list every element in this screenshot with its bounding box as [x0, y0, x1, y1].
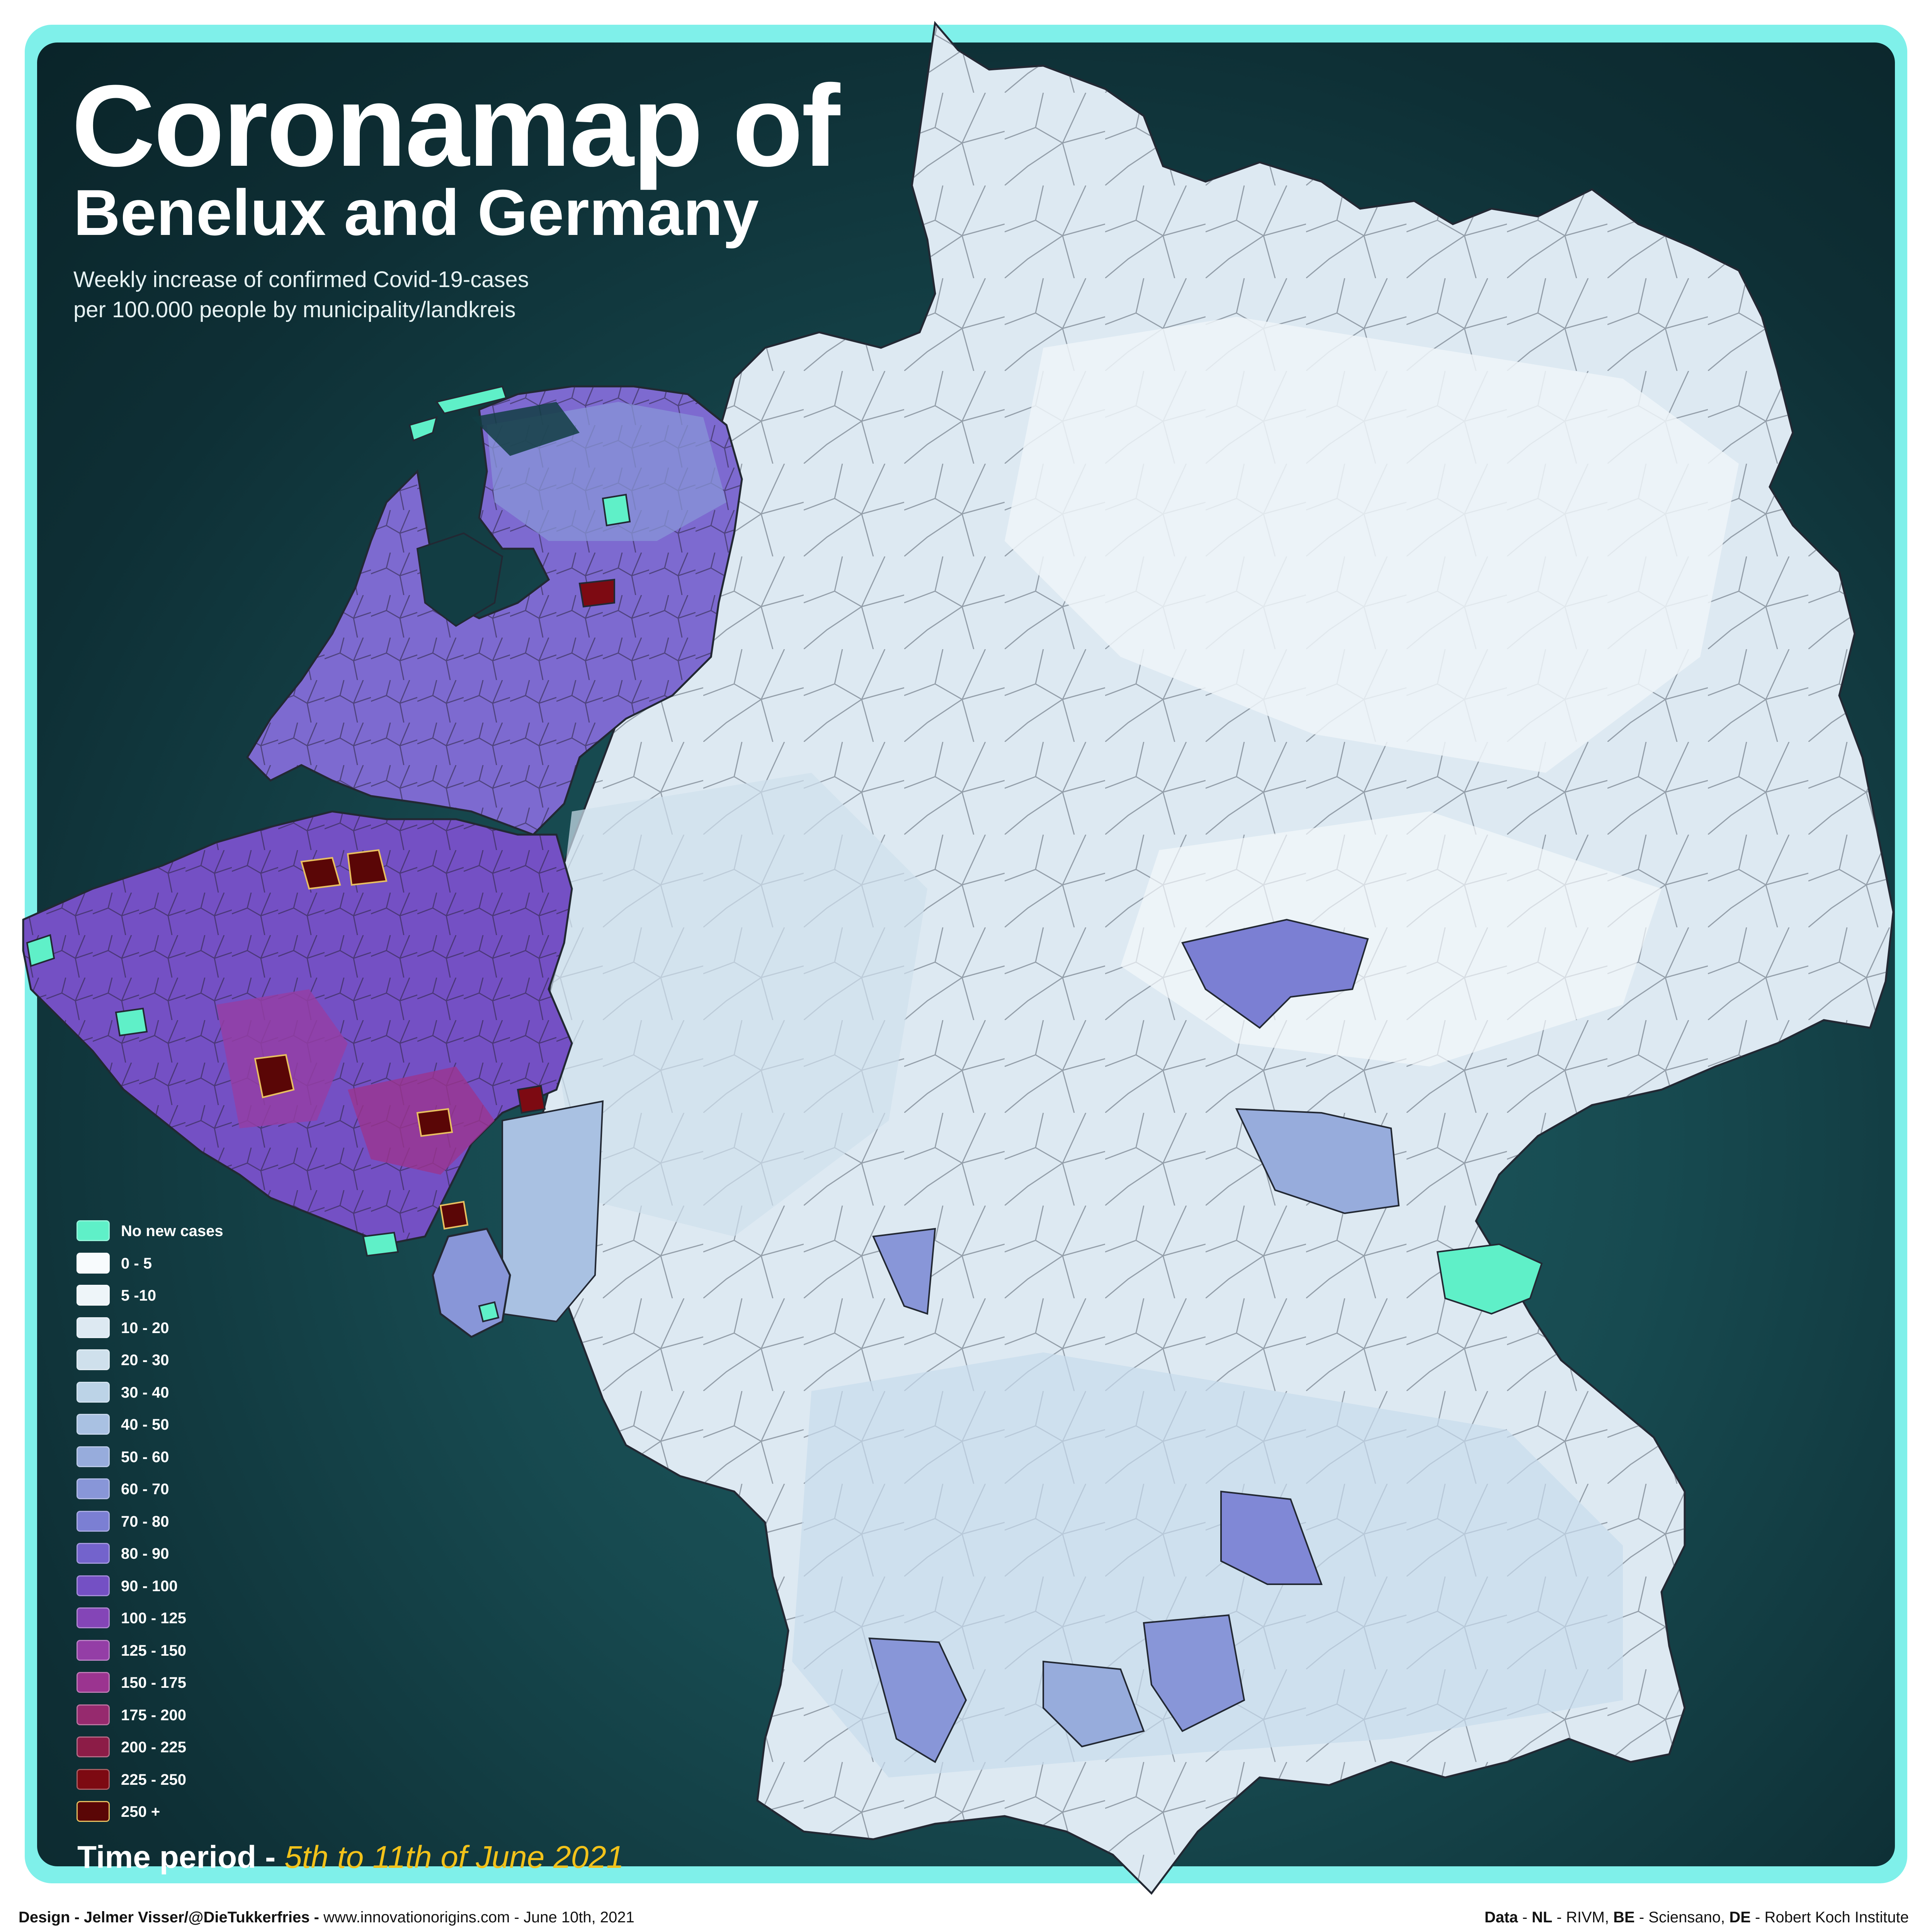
legend-label: No new cases: [121, 1223, 223, 1240]
legend-swatch: [77, 1510, 110, 1532]
legend-swatch: [77, 1639, 110, 1661]
no-cases-texel: [435, 385, 507, 415]
legend-swatch: [77, 1607, 110, 1628]
legend-swatch: [77, 1349, 110, 1370]
data-sep: -: [1518, 1909, 1532, 1926]
source-de: - Robert Koch Institute: [1750, 1909, 1909, 1926]
germany-west-zone: [549, 773, 927, 1236]
legend-label: 200 - 225: [121, 1739, 187, 1756]
legend-label: 40 - 50: [121, 1416, 169, 1433]
legend-label: 30 - 40: [121, 1384, 169, 1401]
time-period-dates: 5th to 11th of June 2021: [284, 1840, 624, 1875]
time-period-label: Time period -: [77, 1840, 276, 1875]
legend-label: 20 - 30: [121, 1352, 169, 1369]
source-de-label: DE: [1729, 1909, 1751, 1926]
legend-label: 90 - 100: [121, 1577, 178, 1595]
no-cases-south: [478, 1301, 500, 1323]
legend-label: 70 - 80: [121, 1513, 169, 1530]
no-cases-friesland: [602, 493, 631, 527]
data-sources: Data - NL - RIVM, BE - Sciensano, DE - R…: [1485, 1909, 1909, 1926]
legend-label: 0 - 5: [121, 1255, 152, 1272]
germany-south-zone: [792, 1352, 1623, 1777]
kreis-saxony-blue: [1235, 1108, 1400, 1214]
legend-swatch: [77, 1736, 110, 1757]
design-credit-rest: www.innovationorigins.com - June 10th, 2…: [323, 1909, 634, 1926]
legend-label: 10 - 20: [121, 1319, 169, 1337]
legend-label: 125 - 150: [121, 1642, 187, 1659]
legend-label: 225 - 250: [121, 1771, 187, 1788]
data-label: Data: [1484, 1909, 1518, 1926]
hotspot-antwerp-2: [347, 849, 388, 886]
legend-swatch: [77, 1317, 110, 1338]
source-nl: - RIVM,: [1552, 1909, 1614, 1926]
legend-swatch: [77, 1672, 110, 1693]
kreis-no-cases-bavaria: [1436, 1243, 1543, 1315]
luxembourg-region: [432, 1228, 511, 1338]
kreis-thuringia: [1181, 918, 1369, 1029]
hotspot-hainaut: [254, 1054, 295, 1099]
legend-label: 250 +: [121, 1803, 160, 1820]
hotspot-namur: [416, 1108, 453, 1137]
kreis-bw-2: [1043, 1660, 1145, 1748]
ijsselmeer-water: [416, 532, 503, 627]
hotspot-luxembourg-prov: [439, 1201, 469, 1230]
legend-swatch: [77, 1769, 110, 1790]
hotspot-liege: [517, 1085, 546, 1114]
design-credit: Design - Jelmer Visser/@DieTukkerfries -…: [19, 1909, 634, 1926]
legend-label: 50 - 60: [121, 1448, 169, 1466]
no-cases-west-flanders: [115, 1007, 148, 1037]
legend-swatch: [77, 1704, 110, 1725]
germany-north-east-zone: [1005, 317, 1739, 773]
subtitle-line2: per 100.000 people by municipality/landk…: [73, 297, 516, 322]
source-nl-label: NL: [1532, 1909, 1553, 1926]
legend-swatch: [77, 1252, 110, 1274]
legend-swatch: [77, 1285, 110, 1306]
map-subtitle: Weekly increase of confirmed Covid-19-ca…: [73, 265, 730, 325]
kreis-bavaria-1: [1220, 1490, 1323, 1585]
page-title-line2: Benelux and Germany: [73, 176, 759, 249]
time-period: Time period - 5th to 11th of June 2021: [77, 1839, 624, 1876]
design-credit-label: Design - Jelmer Visser/@DieTukkerfries -: [19, 1909, 323, 1926]
legend-swatch: [77, 1801, 110, 1822]
subtitle-line1: Weekly increase of confirmed Covid-19-ca…: [73, 267, 529, 292]
hotspot-antwerp-1: [300, 857, 341, 890]
no-cases-vlieland: [408, 416, 438, 442]
legend-label: 80 - 90: [121, 1545, 169, 1562]
legend-swatch: [77, 1220, 110, 1241]
kreis-bw-1: [868, 1637, 967, 1763]
legend-swatch: [77, 1381, 110, 1403]
hotspot-groningen: [578, 578, 615, 608]
legend-label: 150 - 175: [121, 1674, 187, 1691]
legend-swatch: [77, 1543, 110, 1564]
wadden-sea-water: [471, 402, 580, 456]
legend-swatch: [77, 1575, 110, 1596]
no-cases-coast: [26, 934, 55, 967]
legend-label: 100 - 125: [121, 1610, 187, 1627]
legend-swatch: [77, 1446, 110, 1467]
kreis-hesse: [872, 1228, 936, 1315]
no-cases-ardennes: [362, 1231, 399, 1257]
legend-label: 60 - 70: [121, 1481, 169, 1498]
legend-swatch: [77, 1414, 110, 1435]
source-be-label: BE: [1613, 1909, 1635, 1926]
legend-label: 5 -10: [121, 1287, 156, 1304]
legend-label: 175 - 200: [121, 1706, 187, 1724]
kreis-bavaria-2: [1143, 1614, 1245, 1732]
page-title: Coronamap of: [71, 61, 840, 190]
source-be: - Sciensano,: [1634, 1909, 1730, 1926]
legend-swatch: [77, 1478, 110, 1499]
